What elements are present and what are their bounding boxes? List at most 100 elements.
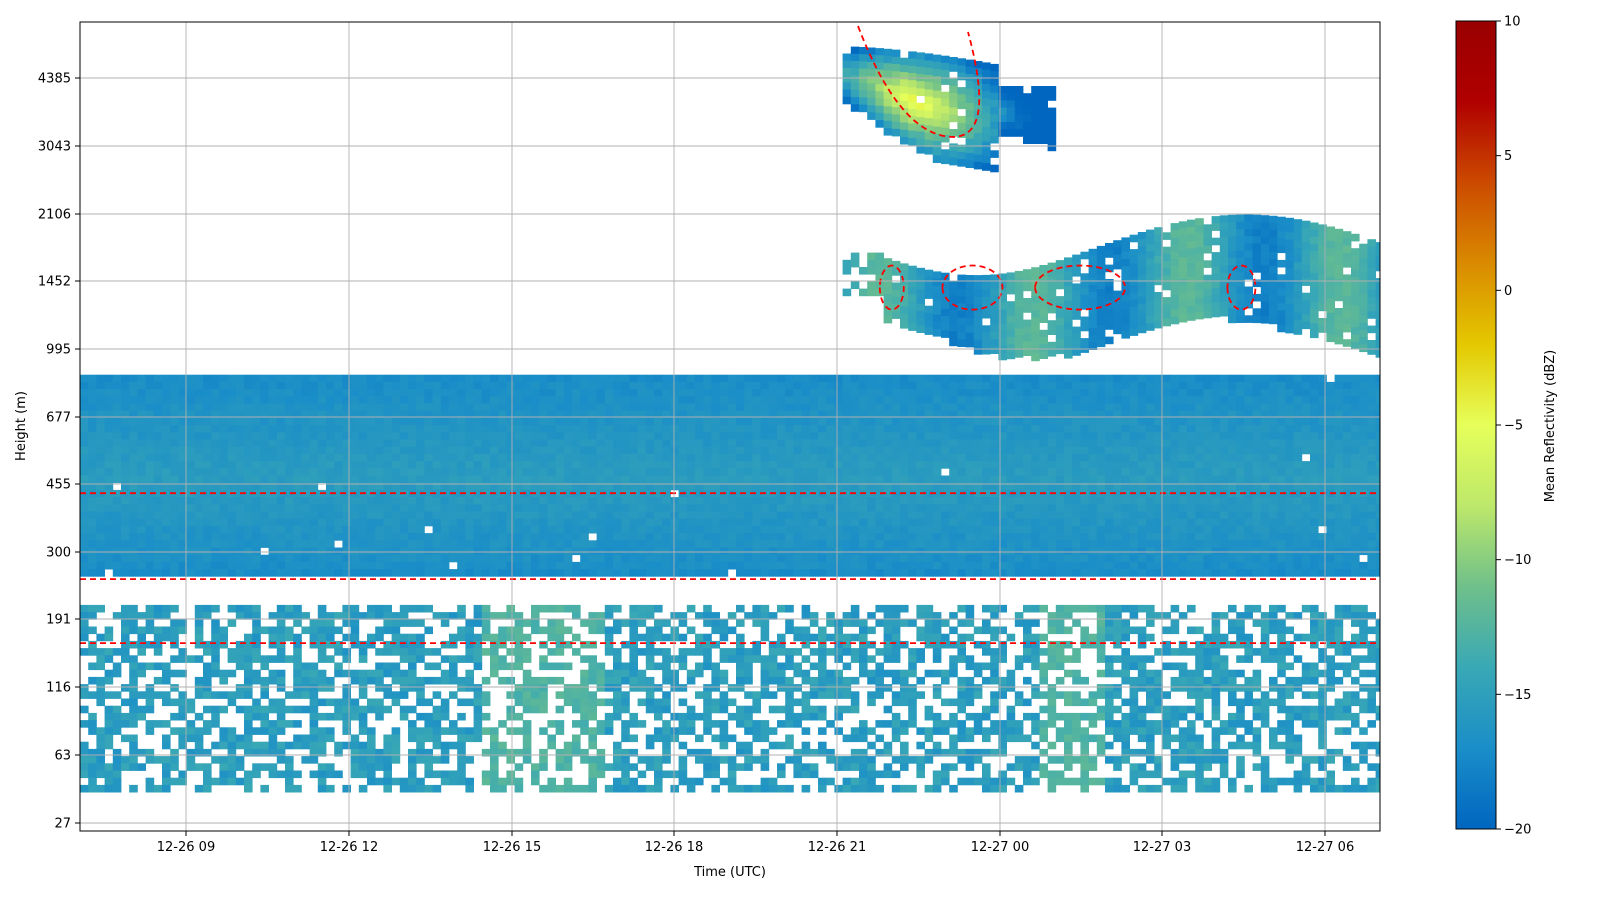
reflectivity-cell: [244, 784, 253, 793]
reflectivity-cell: [867, 497, 876, 505]
reflectivity-cell: [957, 374, 966, 383]
reflectivity-cell: [465, 569, 474, 577]
reflectivity-cell: [891, 698, 901, 707]
reflectivity-cell: [260, 504, 269, 512]
reflectivity-cell: [645, 698, 655, 707]
reflectivity-cell: [219, 741, 228, 750]
reflectivity-cell: [932, 569, 942, 577]
reflectivity-cell: [719, 705, 729, 714]
reflectivity-cell: [440, 669, 450, 678]
reflectivity-cell: [572, 417, 581, 426]
reflectivity-cell: [432, 547, 442, 556]
reflectivity-cell: [891, 734, 901, 743]
reflectivity-cell: [604, 727, 614, 735]
reflectivity-cell: [613, 504, 622, 512]
reflectivity-cell: [375, 403, 384, 412]
reflectivity-cell: [588, 468, 597, 476]
reflectivity-cell: [194, 468, 204, 476]
reflectivity-cell: [194, 569, 204, 577]
reflectivity-cell: [572, 446, 581, 455]
reflectivity-cell: [842, 425, 852, 433]
reflectivity-cell: [121, 504, 130, 512]
reflectivity-cell: [260, 691, 269, 699]
reflectivity-cell: [834, 533, 843, 541]
reflectivity-cell: [342, 669, 351, 678]
reflectivity-cell: [481, 648, 491, 656]
reflectivity-cell: [826, 453, 835, 462]
reflectivity-cell: [145, 489, 155, 498]
reflectivity-cell: [744, 518, 753, 527]
reflectivity-cell: [957, 511, 966, 520]
reflectivity-cell: [834, 461, 843, 469]
reflectivity-cell: [867, 561, 876, 570]
reflectivity-cell: [826, 525, 835, 534]
reflectivity-cell: [793, 396, 802, 404]
reflectivity-cell: [744, 612, 753, 620]
reflectivity-cell: [604, 640, 614, 649]
reflectivity-cell: [826, 446, 835, 455]
reflectivity-cell: [736, 511, 745, 520]
reflectivity-cell: [949, 93, 958, 101]
reflectivity-cell: [531, 684, 540, 692]
reflectivity-cell: [695, 669, 704, 678]
reflectivity-cell: [932, 669, 942, 678]
reflectivity-cell: [883, 741, 893, 750]
reflectivity-cell: [416, 374, 425, 383]
reflectivity-cell: [621, 777, 630, 786]
reflectivity-cell: [506, 540, 515, 548]
reflectivity-cell: [965, 110, 975, 118]
reflectivity-cell: [834, 475, 843, 484]
reflectivity-cell: [941, 777, 950, 786]
reflectivity-cell: [932, 748, 942, 757]
reflectivity-cell: [924, 89, 934, 97]
reflectivity-cell: [662, 720, 671, 728]
reflectivity-cell: [949, 482, 958, 491]
reflectivity-cell: [932, 640, 942, 649]
reflectivity-cell: [785, 425, 794, 433]
reflectivity-cell: [711, 698, 720, 707]
reflectivity-cell: [703, 662, 712, 671]
reflectivity-cell: [859, 504, 868, 512]
reflectivity-cell: [408, 662, 417, 671]
reflectivity-cell: [645, 403, 655, 412]
reflectivity-cell: [194, 604, 204, 613]
reflectivity-cell: [883, 554, 893, 563]
reflectivity-cell: [449, 691, 458, 699]
reflectivity-cell: [645, 734, 655, 743]
reflectivity-cell: [473, 475, 483, 484]
reflectivity-cell: [932, 712, 942, 721]
reflectivity-cell: [399, 612, 409, 620]
reflectivity-cell: [383, 425, 392, 433]
reflectivity-cell: [227, 756, 237, 764]
reflectivity-cell: [588, 374, 597, 383]
reflectivity-cell: [449, 676, 458, 685]
reflectivity-cell: [842, 547, 852, 556]
reflectivity-cell: [645, 482, 655, 491]
reflectivity-cell: [637, 511, 647, 520]
reflectivity-cell: [268, 389, 278, 397]
reflectivity-cell: [112, 453, 122, 462]
reflectivity-cell: [178, 727, 187, 735]
reflectivity-cell: [219, 511, 228, 520]
reflectivity-cell: [654, 727, 663, 735]
reflectivity-cell: [645, 676, 655, 685]
reflectivity-cell: [572, 525, 581, 534]
reflectivity-cell: [957, 417, 966, 426]
reflectivity-cell: [818, 425, 827, 433]
reflectivity-cell: [88, 676, 97, 685]
reflectivity-cell: [941, 279, 950, 288]
reflectivity-cell: [850, 540, 860, 548]
reflectivity-cell: [153, 511, 163, 520]
reflectivity-cell: [842, 67, 852, 76]
reflectivity-cell: [859, 54, 868, 62]
reflectivity-cell: [965, 102, 975, 111]
reflectivity-cell: [235, 756, 245, 764]
reflectivity-cell: [678, 396, 688, 404]
reflectivity-cell: [752, 604, 761, 613]
reflectivity-cell: [883, 770, 893, 779]
reflectivity-cell: [276, 504, 286, 512]
reflectivity-cell: [859, 403, 868, 412]
reflectivity-cell: [736, 640, 745, 649]
reflectivity-cell: [834, 712, 843, 721]
reflectivity-cell: [941, 403, 950, 412]
